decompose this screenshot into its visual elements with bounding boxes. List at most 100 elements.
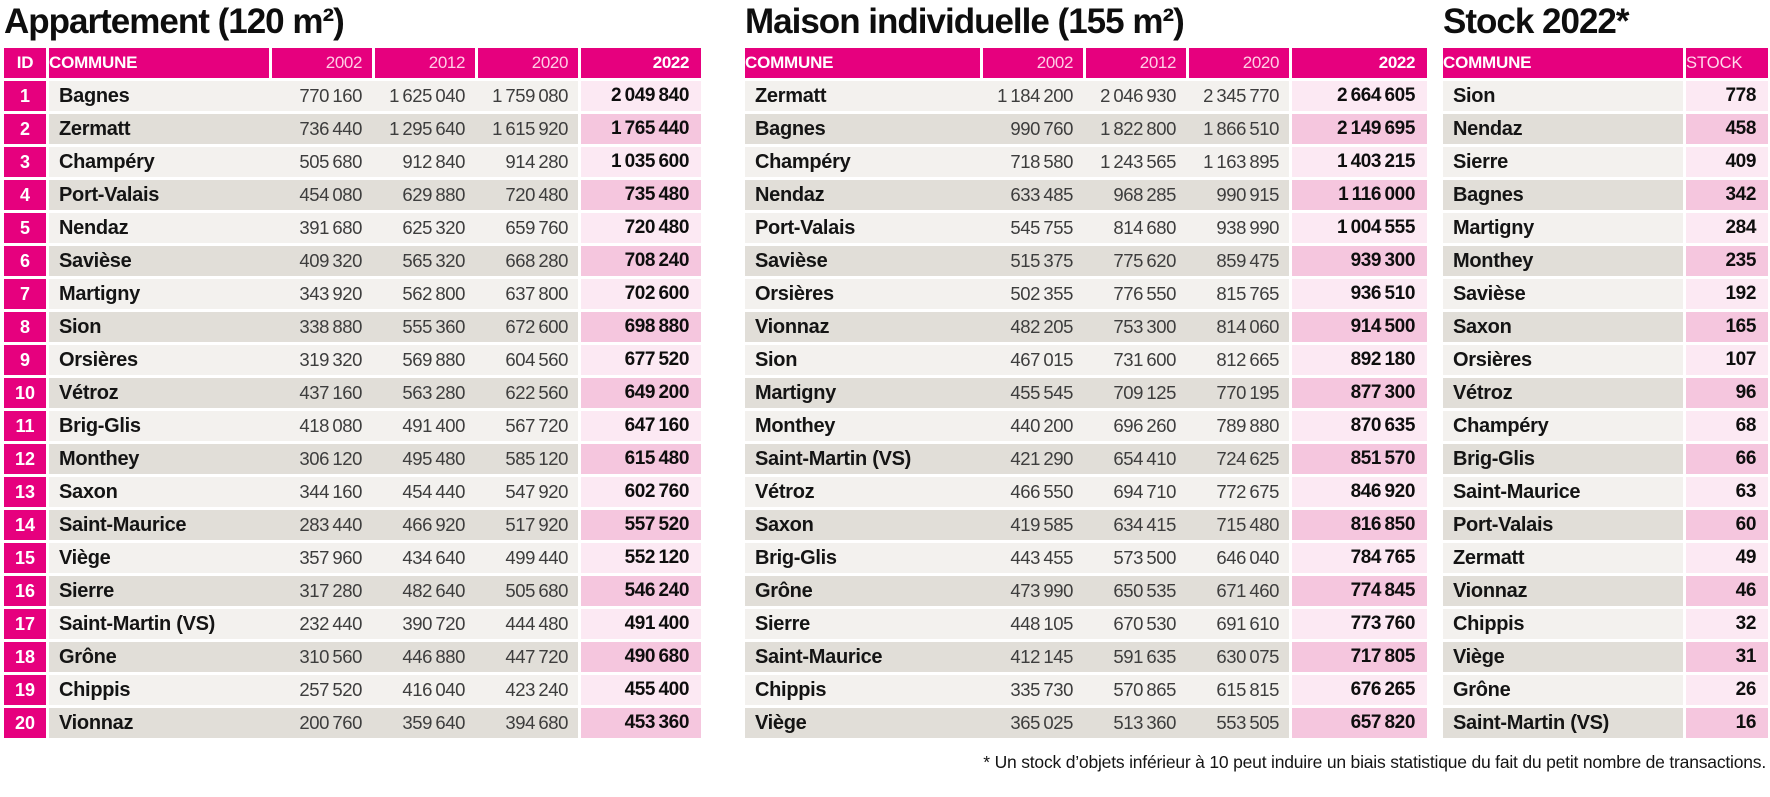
table-row: Nendaz 633 485 968 285 990 915 1 116 000 — [745, 180, 1427, 210]
table-row: Monthey 440 200 696 260 789 880 870 635 — [745, 411, 1427, 441]
price-2012-cell: 482 640 — [402, 580, 465, 601]
footnote: * Un stock d’objets inférieur à 10 peut … — [983, 752, 1766, 772]
price-2002-cell: 357 960 — [299, 547, 362, 568]
price-2012-cell: 569 880 — [402, 349, 465, 370]
table-row: Martigny 455 545 709 125 770 195 877 300 — [745, 378, 1427, 408]
table-row: Brig-Glis 66 — [1443, 444, 1768, 474]
table-row: Saint-Maurice 412 145 591 635 630 075 717 80… — [745, 642, 1427, 672]
id-cell: 15 — [4, 543, 46, 573]
table-row: Saxon 419 585 634 415 715 480 816 850 — [745, 510, 1427, 540]
price-2020-cell: 938 990 — [1216, 217, 1279, 238]
price-2020-cell: 622 560 — [505, 382, 568, 403]
price-2022-cell: 1 116 000 — [1292, 180, 1427, 210]
table-row: 14 Saint-Maurice 283 440 466 920 517 920 557 … — [4, 510, 701, 540]
table-row: Saint-Maurice 63 — [1443, 477, 1768, 507]
row-band: Grône — [1443, 675, 1683, 705]
stock-cell: 409 — [1686, 147, 1768, 177]
price-2002-cell: 283 440 — [299, 514, 362, 535]
commune-cell: Vétroz — [755, 480, 815, 503]
stock-cell: 46 — [1686, 576, 1768, 606]
commune-cell: Sierre — [59, 579, 114, 602]
commune-cell: Viège — [755, 711, 807, 734]
stock-table: COMMUNE STOCK Sion 778 Nendaz 458 Sierre 409 Bag… — [1443, 48, 1768, 741]
price-2002-cell: 418 080 — [299, 415, 362, 436]
table-row: Bagnes 990 760 1 822 800 1 866 510 2 149 695 — [745, 114, 1427, 144]
table-row: Sierre 448 105 670 530 691 610 773 760 — [745, 609, 1427, 639]
row-band: Saint-Martin (VS) 232 440 390 720 444 480 — [49, 609, 578, 639]
price-2012-cell: 912 840 — [402, 151, 465, 172]
row-band: Vétroz 466 550 694 710 772 675 — [745, 477, 1289, 507]
commune-cell: Sion — [755, 348, 798, 371]
stock-cell: 192 — [1686, 279, 1768, 309]
id-cell: 1 — [4, 81, 46, 111]
price-2002-cell: 505 680 — [299, 151, 362, 172]
price-2022-cell: 676 265 — [1292, 675, 1427, 705]
price-2002-cell: 545 755 — [1010, 217, 1073, 238]
table-row: 1 Bagnes 770 160 1 625 040 1 759 080 2 049 84… — [4, 81, 701, 111]
table-row: Zermatt 1 184 200 2 046 930 2 345 770 2 664 … — [745, 81, 1427, 111]
row-band: Grône 310 560 446 880 447 720 — [49, 642, 578, 672]
table-row: Vétroz 466 550 694 710 772 675 846 920 — [745, 477, 1427, 507]
price-2020-cell: 553 505 — [1216, 712, 1279, 733]
row-band: Vétroz 437 160 563 280 622 560 — [49, 378, 578, 408]
column-header-stock: STOCK — [1686, 48, 1768, 78]
price-2002-cell: 319 320 — [299, 349, 362, 370]
price-2022-cell: 892 180 — [1292, 345, 1427, 375]
table-row: Viège 365 025 513 360 553 505 657 820 — [745, 708, 1427, 738]
id-cell: 11 — [4, 411, 46, 441]
commune-cell: Monthey — [1453, 249, 1534, 272]
price-2002-cell: 502 355 — [1010, 283, 1073, 304]
price-2020-cell: 444 480 — [505, 613, 568, 634]
column-header-commune: COMMUNE — [49, 48, 269, 78]
price-2022-cell: 816 850 — [1292, 510, 1427, 540]
row-band: Saint-Maurice — [1443, 477, 1683, 507]
price-2022-cell: 491 400 — [581, 609, 701, 639]
id-cell: 19 — [4, 675, 46, 705]
price-2020-cell: 914 280 — [505, 151, 568, 172]
table-row: 18 Grône 310 560 446 880 447 720 490 680 — [4, 642, 701, 672]
price-2020-cell: 1 615 920 — [492, 118, 568, 139]
price-2002-cell: 455 545 — [1010, 382, 1073, 403]
commune-cell: Savièse — [1453, 282, 1526, 305]
table-row: 15 Viège 357 960 434 640 499 440 552 120 — [4, 543, 701, 573]
table-row: Viège 31 — [1443, 642, 1768, 672]
commune-cell: Zermatt — [1453, 546, 1525, 569]
row-band: Savièse 409 320 565 320 668 280 — [49, 246, 578, 276]
id-cell: 20 — [4, 708, 46, 738]
table-row: Sion 778 — [1443, 81, 1768, 111]
table-row: Vétroz 96 — [1443, 378, 1768, 408]
column-header-2012: 2012 — [1086, 48, 1186, 78]
commune-cell: Bagnes — [59, 84, 130, 107]
table-row: Martigny 284 — [1443, 213, 1768, 243]
row-band: Nendaz — [1443, 114, 1683, 144]
price-2012-cell: 629 880 — [402, 184, 465, 205]
commune-cell: Saint-Maurice — [755, 645, 883, 668]
price-2022-cell: 1 004 555 — [1292, 213, 1427, 243]
commune-cell: Orsières — [755, 282, 834, 305]
table-row: Port-Valais 545 755 814 680 938 990 1 004 55… — [745, 213, 1427, 243]
price-2012-cell: 709 125 — [1113, 382, 1176, 403]
row-band: Bagnes 770 160 1 625 040 1 759 080 — [49, 81, 578, 111]
column-header-2020: 2020 — [478, 48, 578, 78]
table-row: Sierre 409 — [1443, 147, 1768, 177]
commune-cell: Chippis — [1453, 612, 1525, 635]
stock-cell: 458 — [1686, 114, 1768, 144]
column-header-2020: 2020 — [1189, 48, 1289, 78]
commune-cell: Vionnaz — [59, 711, 134, 734]
price-2002-cell: 338 880 — [299, 316, 362, 337]
price-2022-cell: 1 035 600 — [581, 147, 701, 177]
stock-cell: 235 — [1686, 246, 1768, 276]
table-row: Saxon 165 — [1443, 312, 1768, 342]
price-2012-cell: 390 720 — [402, 613, 465, 634]
price-2002-cell: 718 580 — [1010, 151, 1073, 172]
id-cell: 8 — [4, 312, 46, 342]
price-2022-cell: 1 403 215 — [1292, 147, 1427, 177]
row-band: Saxon 344 160 454 440 547 920 — [49, 477, 578, 507]
table-row: Chippis 32 — [1443, 609, 1768, 639]
table-title-stock: Stock 2022* — [1443, 2, 1630, 41]
price-2002-cell: 310 560 — [299, 646, 362, 667]
table-row: Vionnaz 46 — [1443, 576, 1768, 606]
commune-cell: Grône — [755, 579, 813, 602]
stock-cell: 63 — [1686, 477, 1768, 507]
price-2002-cell: 482 205 — [1010, 316, 1073, 337]
